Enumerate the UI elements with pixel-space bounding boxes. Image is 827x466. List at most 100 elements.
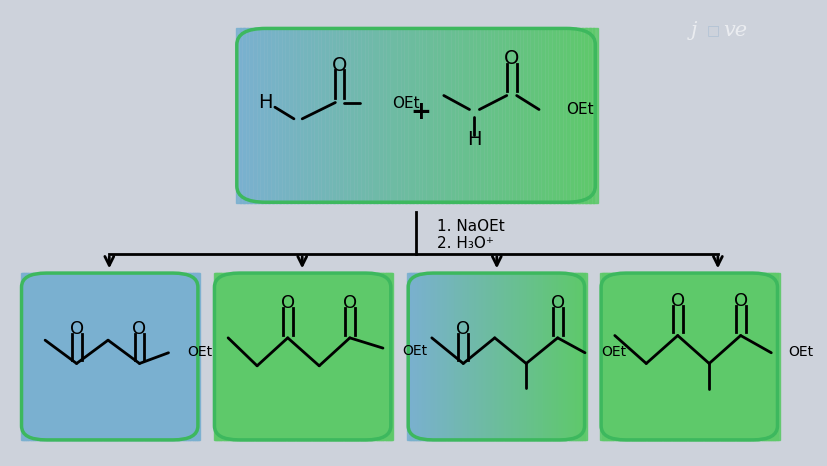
Bar bbox=[79, 273, 83, 440]
Bar bbox=[554, 273, 558, 440]
Bar bbox=[615, 273, 619, 440]
Bar bbox=[407, 273, 410, 440]
Bar bbox=[649, 273, 653, 440]
Bar bbox=[260, 273, 263, 440]
Bar bbox=[274, 273, 277, 440]
Bar bbox=[21, 273, 24, 440]
Bar bbox=[542, 28, 547, 203]
Bar bbox=[275, 273, 279, 440]
Bar bbox=[254, 273, 258, 440]
Bar bbox=[158, 273, 161, 440]
Bar bbox=[478, 273, 481, 440]
Bar bbox=[717, 273, 720, 440]
Bar bbox=[480, 273, 483, 440]
Bar bbox=[224, 273, 227, 440]
Bar bbox=[374, 273, 377, 440]
Bar bbox=[166, 273, 170, 440]
Bar bbox=[131, 273, 134, 440]
Bar bbox=[447, 273, 452, 440]
Bar bbox=[476, 273, 480, 440]
Bar bbox=[580, 273, 583, 440]
Bar bbox=[705, 273, 708, 440]
Bar bbox=[603, 273, 606, 440]
Bar bbox=[694, 273, 697, 440]
Bar bbox=[637, 273, 640, 440]
Bar bbox=[138, 273, 141, 440]
Bar bbox=[710, 273, 713, 440]
Bar bbox=[376, 28, 381, 203]
Bar bbox=[194, 273, 197, 440]
Bar bbox=[151, 273, 154, 440]
Bar bbox=[765, 273, 768, 440]
Bar bbox=[64, 273, 67, 440]
Bar bbox=[331, 273, 334, 440]
Bar bbox=[112, 273, 115, 440]
Bar bbox=[680, 273, 683, 440]
Bar bbox=[87, 273, 90, 440]
Bar bbox=[129, 273, 132, 440]
Bar bbox=[244, 273, 247, 440]
Bar bbox=[247, 273, 251, 440]
Bar bbox=[722, 273, 726, 440]
Bar bbox=[521, 273, 524, 440]
Bar bbox=[103, 273, 106, 440]
Bar bbox=[380, 28, 385, 203]
Bar bbox=[453, 273, 457, 440]
Text: j: j bbox=[690, 21, 696, 40]
Bar bbox=[439, 273, 442, 440]
Text: OEt: OEt bbox=[600, 345, 626, 359]
Bar bbox=[600, 273, 603, 440]
Bar bbox=[155, 273, 160, 440]
Bar bbox=[265, 28, 270, 203]
Bar bbox=[180, 273, 184, 440]
Bar bbox=[317, 273, 320, 440]
Bar bbox=[300, 28, 306, 203]
Bar bbox=[435, 273, 439, 440]
Bar bbox=[774, 273, 777, 440]
Bar bbox=[363, 273, 366, 440]
Bar bbox=[640, 273, 644, 440]
Bar bbox=[494, 273, 498, 440]
Bar bbox=[572, 273, 576, 440]
Bar bbox=[300, 273, 304, 440]
Bar bbox=[117, 273, 120, 440]
Bar bbox=[621, 273, 624, 440]
Bar bbox=[270, 273, 274, 440]
Bar bbox=[534, 28, 539, 203]
Bar bbox=[747, 273, 751, 440]
Bar bbox=[122, 273, 126, 440]
Bar bbox=[404, 28, 410, 203]
Bar bbox=[581, 28, 586, 203]
Text: O: O bbox=[132, 320, 146, 337]
Bar bbox=[387, 28, 392, 203]
Bar bbox=[416, 273, 419, 440]
Bar bbox=[149, 273, 152, 440]
Bar bbox=[251, 273, 254, 440]
Bar bbox=[444, 28, 450, 203]
Bar bbox=[546, 273, 549, 440]
Bar bbox=[163, 273, 166, 440]
Bar bbox=[462, 28, 467, 203]
Bar bbox=[286, 273, 289, 440]
Bar bbox=[619, 273, 623, 440]
Bar bbox=[658, 273, 662, 440]
Bar bbox=[605, 273, 609, 440]
Bar bbox=[297, 273, 300, 440]
Bar bbox=[499, 28, 504, 203]
Bar bbox=[459, 28, 464, 203]
Bar bbox=[337, 273, 342, 440]
Bar bbox=[762, 273, 765, 440]
Bar bbox=[177, 273, 180, 440]
Bar bbox=[61, 273, 65, 440]
Bar bbox=[548, 28, 554, 203]
Bar bbox=[188, 273, 191, 440]
Bar bbox=[332, 28, 338, 203]
Bar bbox=[571, 273, 574, 440]
Bar bbox=[124, 273, 127, 440]
Bar bbox=[729, 273, 733, 440]
Bar bbox=[644, 273, 648, 440]
Bar bbox=[491, 28, 496, 203]
Bar bbox=[118, 273, 122, 440]
Bar bbox=[697, 273, 700, 440]
Bar bbox=[691, 273, 694, 440]
